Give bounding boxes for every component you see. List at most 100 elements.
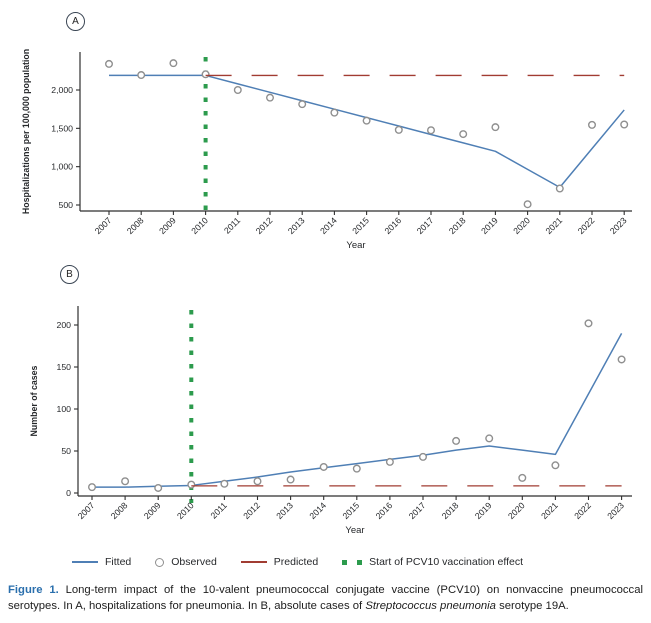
x-tick-label: 2007 <box>76 500 97 521</box>
observed-point <box>620 120 629 129</box>
observed-point <box>419 452 428 461</box>
x-tick-label: 2014 <box>318 215 339 236</box>
observed-point <box>362 116 371 125</box>
x-tick-label: 2020 <box>511 215 532 236</box>
caption-species-italic: Streptococcus pneumonia <box>365 600 496 613</box>
panel-b-chart: 0 50 100 150 200 2007 2008 2009 2010 2011 2012 2013… <box>29 306 632 536</box>
observed-point <box>352 464 361 473</box>
x-tick-label: 2016 <box>382 215 403 236</box>
observed-point <box>459 130 468 139</box>
observed-point <box>491 123 500 132</box>
observed-point <box>187 480 196 489</box>
observed-point <box>253 477 262 486</box>
x-tick-label: 2010 <box>175 500 196 521</box>
predicted-line-swatch <box>240 561 267 563</box>
y-tick-label: 100 <box>57 404 72 414</box>
observed-point <box>584 319 593 328</box>
y-tick-label: 200 <box>57 320 72 330</box>
y-tick-label: 0 <box>66 488 71 498</box>
fitted-line-swatch <box>72 561 98 563</box>
observed-point <box>266 93 275 102</box>
x-tick-label: 2011 <box>209 500 229 520</box>
fitted-line <box>92 333 623 488</box>
panel-b-badge: B <box>60 265 79 284</box>
caption-figure-label: Figure 1. <box>8 584 59 596</box>
x-tick-label: 2008 <box>125 215 146 236</box>
observed-point <box>201 70 210 79</box>
observed-point <box>394 125 403 134</box>
observed-point <box>452 436 461 445</box>
caption-text-2: serotype 19A. <box>495 600 569 613</box>
x-tick-label: 2021 <box>543 215 564 236</box>
x-tick-label: 2012 <box>241 500 262 521</box>
x-axis-label: Year <box>345 525 364 536</box>
fitted-line <box>109 74 625 189</box>
observed-point <box>385 457 394 466</box>
y-tick-label: 1,500 <box>51 123 73 133</box>
vaccination-squares-swatch <box>342 559 363 565</box>
observed-point <box>330 108 339 117</box>
x-tick-label: 2022 <box>572 500 593 521</box>
x-tick-label: 2016 <box>374 500 395 521</box>
x-tick-label: 2015 <box>350 215 371 236</box>
x-tick-label: 2009 <box>157 215 178 236</box>
x-tick-label: 2013 <box>274 500 295 521</box>
legend-item-predicted: Predicted <box>240 556 319 568</box>
x-tick-label: 2009 <box>142 500 163 521</box>
observed-point <box>485 434 494 443</box>
x-tick-label: 2018 <box>447 215 468 236</box>
observed-point <box>518 473 527 482</box>
observed-point <box>286 475 295 484</box>
y-tick-label: 500 <box>59 200 74 210</box>
x-tick-label: 2010 <box>189 215 210 236</box>
legend-item-vaccination-start: Start of PCV10 vaccination effect <box>342 556 523 568</box>
observed-point <box>427 126 436 135</box>
x-tick-label: 2018 <box>440 500 461 521</box>
y-axis-label: Hospitalizations per 100,000 population <box>21 49 31 214</box>
x-tick-label: 2008 <box>109 500 130 521</box>
x-tick-label: 2017 <box>415 215 436 236</box>
x-tick-label: 2022 <box>576 215 597 236</box>
observed-point <box>319 462 328 471</box>
y-tick-label: 2,000 <box>51 85 73 95</box>
observed-point <box>233 85 242 94</box>
x-axis-label: Year <box>346 240 365 251</box>
x-tick-label: 2023 <box>608 215 629 236</box>
legend-item-observed: Observed <box>155 556 217 568</box>
panel-a-badge: A <box>66 12 85 31</box>
observed-point <box>220 479 229 488</box>
x-tick-label: 2019 <box>479 215 500 236</box>
observed-point <box>104 59 113 68</box>
observed-point <box>588 120 597 129</box>
x-tick-label: 2012 <box>254 215 275 236</box>
legend-item-fitted: Fitted <box>72 556 131 568</box>
x-tick-label: 2011 <box>222 215 242 235</box>
x-tick-label: 2014 <box>307 500 328 521</box>
observed-point <box>298 100 307 109</box>
figure-caption: Figure 1. Long-term impact of the 10-val… <box>8 582 643 614</box>
observed-point <box>121 477 130 486</box>
observed-point <box>87 483 96 492</box>
x-tick-label: 2020 <box>506 500 527 521</box>
panel-a-chart: 500 1,000 1,500 2,000 2007 2008 2009 2010 2011 20… <box>21 49 632 251</box>
observed-point <box>551 461 560 470</box>
legend-label-fitted: Fitted <box>105 556 132 568</box>
x-tick-label: 2023 <box>605 500 626 521</box>
y-tick-label: 150 <box>57 362 72 372</box>
observed-point <box>523 200 532 209</box>
x-tick-label: 2015 <box>340 500 361 521</box>
y-tick-label: 1,000 <box>51 162 73 172</box>
x-tick-label: 2019 <box>473 500 494 521</box>
observed-point <box>617 355 626 364</box>
x-tick-label: 2017 <box>407 500 428 521</box>
legend: Fitted Observed Predicted Start of PCV10… <box>0 556 651 568</box>
legend-label-vaccination-start: Start of PCV10 vaccination effect <box>369 556 524 568</box>
y-tick-label: 50 <box>61 446 71 456</box>
observed-point <box>154 483 163 492</box>
x-tick-label: 2021 <box>539 500 560 521</box>
y-axis-label: Number of cases <box>29 365 39 436</box>
caption-text-1: Long-term impact of the 10-valent pneumo… <box>8 584 643 613</box>
legend-label-predicted: Predicted <box>273 556 319 568</box>
x-tick-label: 2013 <box>286 215 307 236</box>
